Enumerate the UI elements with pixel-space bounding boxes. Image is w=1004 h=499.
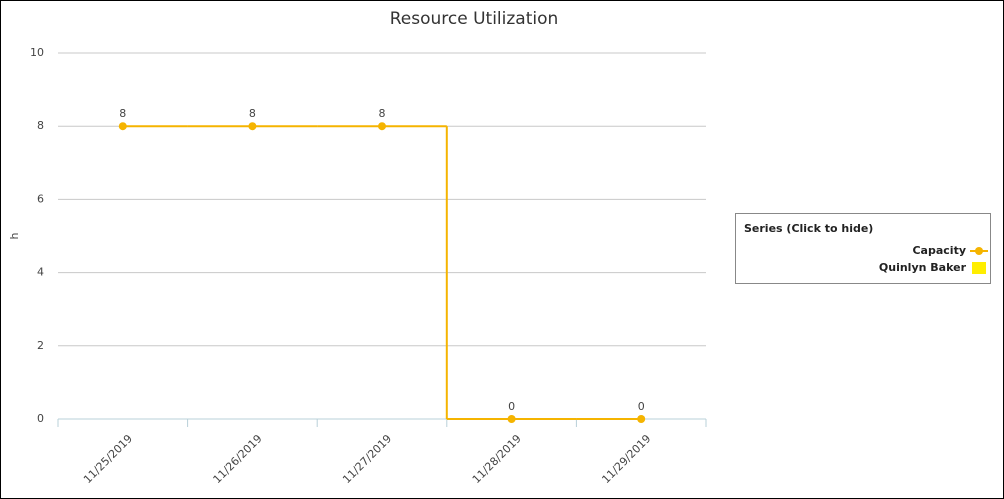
legend-entry[interactable]: Capacity <box>912 244 966 257</box>
point <box>378 122 386 131</box>
legend-swatch-dot <box>975 247 983 255</box>
y-axis-label: h <box>8 232 21 239</box>
chart-title: Resource Utilization <box>390 9 559 29</box>
y-tick-label: 2 <box>37 339 44 352</box>
legend-title: Series (Click to hide) <box>744 222 873 235</box>
data-label: 8 <box>119 107 126 120</box>
data-label: 8 <box>249 107 256 120</box>
legend[interactable]: Series (Click to hide) Capacity Quinlyn B… <box>735 213 991 284</box>
legend-box <box>735 213 991 284</box>
point <box>118 122 127 131</box>
point <box>507 415 516 423</box>
y-tick-label: 6 <box>37 192 44 205</box>
y-tick-label: 10 <box>30 46 44 59</box>
data-label: 8 <box>379 107 386 120</box>
y-tick-label: 0 <box>37 412 44 425</box>
legend-swatch <box>972 262 986 274</box>
data-label: 0 <box>508 400 515 413</box>
point <box>248 122 257 131</box>
y-tick-label: 4 <box>37 266 44 279</box>
legend-entry[interactable]: Quinlyn Baker <box>879 261 967 274</box>
point <box>637 415 646 423</box>
y-tick-label: 8 <box>37 119 44 132</box>
data-label: 0 <box>638 400 645 413</box>
